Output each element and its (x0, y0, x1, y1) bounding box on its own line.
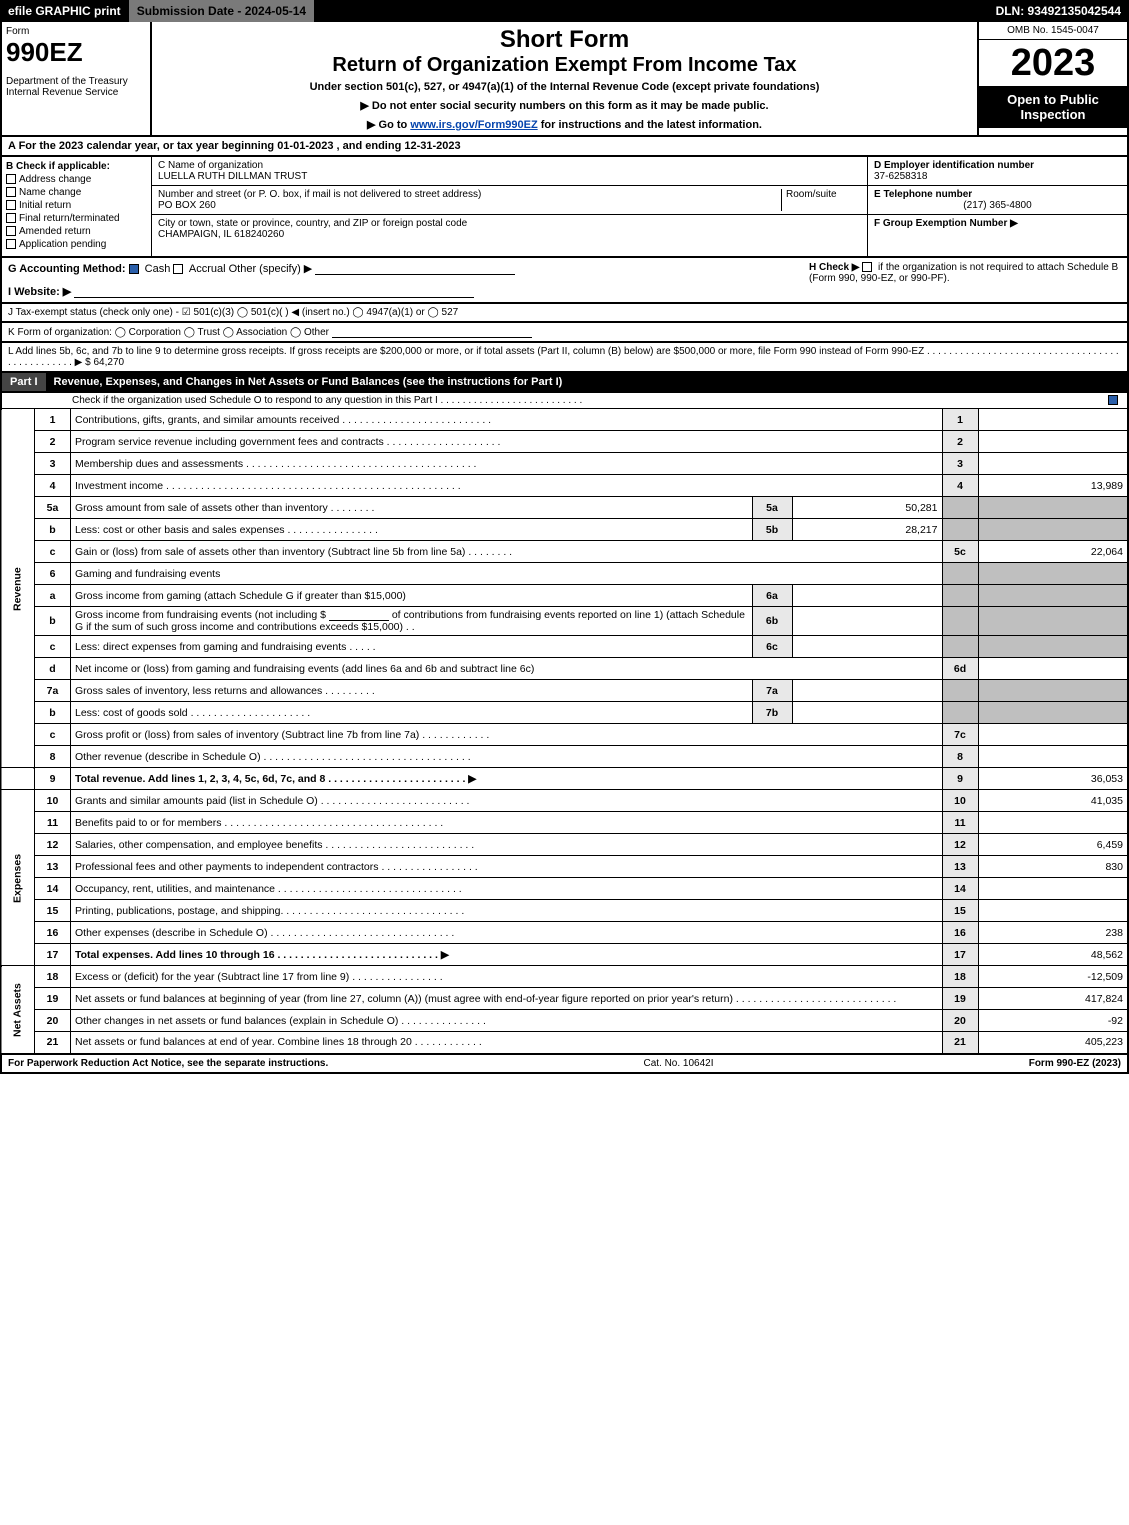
chk-address[interactable]: Address change (6, 174, 147, 185)
header-center: Short Form Return of Organization Exempt… (152, 22, 977, 135)
section-b-title: B Check if applicable: (6, 161, 147, 172)
dln-label: DLN: 93492135042544 (988, 0, 1129, 22)
f-label: F Group Exemption Number ▶ (874, 218, 1121, 229)
form-header: Form 990EZ Department of the Treasury In… (0, 22, 1129, 137)
dept-label: Department of the Treasury (6, 76, 146, 87)
section-k: K Form of organization: ◯ Corporation ◯ … (0, 323, 1129, 343)
title-main: Return of Organization Exempt From Incom… (156, 54, 973, 77)
section-g-i-h: G Accounting Method: Cash Accrual Other … (0, 258, 1129, 304)
part-1-title: Revenue, Expenses, and Changes in Net As… (46, 373, 1127, 391)
open-inspection: Open to Public Inspection (979, 86, 1127, 128)
line-i: I Website: ▶ (8, 285, 801, 298)
irs-link[interactable]: www.irs.gov/Form990EZ (410, 119, 537, 131)
instr-2-post: for instructions and the latest informat… (538, 119, 762, 131)
d-label: D Employer identification number (874, 160, 1121, 171)
section-h: H Check ▶ if the organization is not req… (801, 262, 1121, 298)
c-street-label: Number and street (or P. O. box, if mail… (158, 189, 781, 200)
efile-label: efile GRAPHIC print (0, 0, 129, 22)
form-number: 990EZ (6, 37, 146, 68)
line-g: G Accounting Method: Cash Accrual Other … (8, 262, 801, 275)
h-label: H Check ▶ (809, 262, 859, 273)
org-name: LUELLA RUTH DILLMAN TRUST (158, 171, 861, 182)
chk-schedule-o[interactable] (1108, 395, 1118, 405)
lines-table: Revenue 1 Contributions, gifts, grants, … (0, 408, 1129, 1055)
part-1-header: Part I Revenue, Expenses, and Changes in… (0, 373, 1129, 393)
part-1-sub: Check if the organization used Schedule … (0, 393, 1129, 408)
website-input[interactable] (74, 286, 474, 298)
e-label: E Telephone number (874, 189, 1121, 200)
header-left: Form 990EZ Department of the Treasury In… (2, 22, 152, 135)
chk-name[interactable]: Name change (6, 187, 147, 198)
section-de: D Employer identification number 37-6258… (867, 157, 1127, 256)
c-name-label: C Name of organization (158, 160, 861, 171)
phone-value: (217) 365-4800 (874, 200, 1121, 211)
ein-value: 37-6258318 (874, 171, 1121, 182)
page-footer: For Paperwork Reduction Act Notice, see … (0, 1055, 1129, 1074)
line-a: A For the 2023 calendar year, or tax yea… (0, 137, 1129, 157)
chk-accrual[interactable] (173, 264, 183, 274)
revenue-label: Revenue (1, 409, 35, 768)
room-label: Room/suite (781, 189, 861, 211)
expenses-label: Expenses (1, 790, 35, 966)
l-amount: $ 64,270 (85, 357, 124, 368)
g-label: G Accounting Method: (8, 263, 126, 275)
irs-label: Internal Revenue Service (6, 87, 146, 98)
chk-h[interactable] (862, 262, 872, 272)
chk-cash[interactable] (129, 264, 139, 274)
footer-left: For Paperwork Reduction Act Notice, see … (8, 1058, 328, 1069)
instr-1: ▶ Do not enter social security numbers o… (156, 99, 973, 112)
chk-final[interactable]: Final return/terminated (6, 213, 147, 224)
part-1-label: Part I (2, 373, 46, 391)
other-input[interactable] (315, 263, 515, 275)
footer-cat: Cat. No. 10642I (643, 1058, 713, 1069)
submission-date: Submission Date - 2024-05-14 (129, 0, 314, 22)
info-grid: B Check if applicable: Address change Na… (0, 157, 1129, 258)
tax-year: 2023 (979, 40, 1127, 86)
netassets-label: Net Assets (1, 966, 35, 1054)
omb-number: OMB No. 1545-0047 (979, 22, 1127, 40)
chk-amended[interactable]: Amended return (6, 226, 147, 237)
footer-right: Form 990-EZ (2023) (1029, 1058, 1121, 1069)
section-l: L Add lines 5b, 6c, and 7b to line 9 to … (0, 343, 1129, 373)
chk-pending[interactable]: Application pending (6, 239, 147, 250)
l-text: L Add lines 5b, 6c, and 7b to line 9 to … (8, 346, 1119, 368)
contrib-input[interactable] (329, 609, 389, 621)
i-label: I Website: ▶ (8, 286, 71, 298)
instr-2-pre: ▶ Go to (367, 119, 410, 131)
subtitle: Under section 501(c), 527, or 4947(a)(1)… (156, 81, 973, 93)
top-bar: efile GRAPHIC print Submission Date - 20… (0, 0, 1129, 22)
org-city: CHAMPAIGN, IL 618240260 (158, 229, 861, 240)
section-j: J Tax-exempt status (check only one) - ☑… (0, 304, 1129, 323)
k-other-input[interactable] (332, 326, 532, 338)
section-b: B Check if applicable: Address change Na… (2, 157, 152, 256)
org-street: PO BOX 260 (158, 200, 781, 211)
chk-initial[interactable]: Initial return (6, 200, 147, 211)
section-c: C Name of organization LUELLA RUTH DILLM… (152, 157, 867, 256)
form-label: Form (6, 26, 146, 37)
c-city-label: City or town, state or province, country… (158, 218, 861, 229)
title-short: Short Form (156, 26, 973, 54)
instr-2: ▶ Go to www.irs.gov/Form990EZ for instru… (156, 118, 973, 131)
header-right: OMB No. 1545-0047 2023 Open to Public In… (977, 22, 1127, 135)
